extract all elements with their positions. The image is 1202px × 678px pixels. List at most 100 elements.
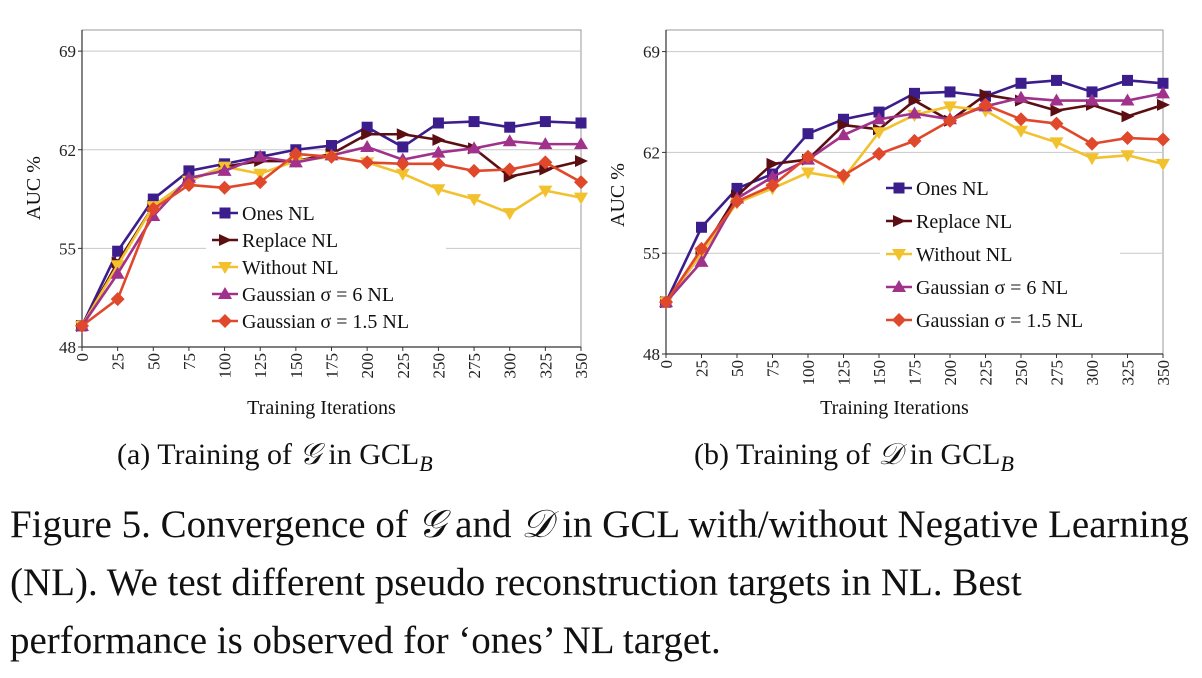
x-tick-label: 250 [1012, 360, 1031, 386]
data-point [1085, 136, 1099, 151]
data-point [979, 88, 993, 101]
legend-item-replace-nl: Replace NL [206, 227, 446, 253]
x-tick-label: 275 [1048, 360, 1067, 386]
legend-item-bg [206, 200, 446, 226]
legend-item-bg [880, 208, 1120, 234]
x-tick-label: 75 [764, 360, 783, 377]
data-point [838, 113, 849, 125]
x-tick-label: 0 [73, 353, 92, 362]
data-point [1120, 93, 1135, 106]
data-point [1085, 153, 1099, 166]
data-point [1049, 93, 1064, 106]
legend-marker [218, 262, 232, 274]
data-point [502, 134, 517, 147]
legend-label: Without NL [916, 244, 1012, 266]
data-point [1015, 77, 1027, 89]
x-tick-label: 350 [572, 353, 591, 379]
subcaption-b: (b) Training of 𝒟 in GCLB [694, 438, 1014, 476]
data-point [1014, 112, 1028, 127]
y-axis-label: AUC % [23, 156, 45, 220]
data-point [181, 170, 196, 183]
data-point [395, 168, 410, 181]
data-point [1122, 74, 1133, 86]
data-point [1157, 77, 1169, 89]
legend-item-gaussian-sigma-6-nl: Gaussian σ = 6 NL [880, 274, 1120, 300]
legend: Ones NL Replace NL Without NL Gaussian σ = … [880, 175, 1120, 333]
data-point [288, 146, 303, 161]
legend-label: Gaussian σ = 6 NL [242, 284, 394, 306]
legend-marker [893, 215, 906, 227]
data-point [659, 295, 673, 310]
data-point [574, 137, 588, 150]
legend-label: Ones NL [242, 203, 315, 225]
data-point [1050, 104, 1064, 117]
series-gaussian-sigma-6-nl [659, 86, 1170, 308]
x-tick-label: 50 [144, 353, 163, 370]
data-point [943, 113, 957, 128]
y-tick-label: 62 [59, 141, 76, 160]
data-point [574, 175, 588, 190]
x-tick-label: 75 [180, 353, 199, 370]
legend: Ones NL Replace NL Without NL Gaussian σ = … [206, 200, 446, 334]
data-point [217, 180, 232, 195]
data-point [110, 260, 125, 273]
data-point [467, 141, 482, 154]
legend-marker [892, 280, 906, 292]
data-point [110, 266, 125, 279]
legend-item-replace-nl: Replace NL [880, 208, 1120, 234]
data-point [538, 155, 553, 170]
legend-item-bg [880, 241, 1120, 267]
legend-label: Gaussian σ = 1.5 NL [242, 311, 409, 333]
x-tick-label: 25 [109, 353, 128, 370]
legend-item-gaussian-sigma-6-nl: Gaussian σ = 6 NL [206, 281, 446, 307]
data-point [909, 87, 920, 99]
x-tick-label: 150 [287, 353, 306, 379]
data-point [110, 292, 125, 307]
data-point [694, 241, 709, 256]
y-tick-label: 55 [59, 239, 76, 258]
data-point [181, 177, 196, 192]
x-tick-label: 225 [977, 360, 996, 386]
x-tick-label: 100 [216, 353, 235, 379]
y-tick-label: 55 [643, 244, 660, 263]
data-point [1014, 90, 1028, 103]
data-point [731, 182, 743, 194]
data-point [872, 146, 886, 161]
data-point [431, 156, 446, 171]
x-axis-label: Training Iterations [820, 397, 969, 419]
data-point [978, 97, 993, 112]
data-point [694, 254, 709, 267]
x-tick-label: 125 [835, 360, 854, 386]
data-point [943, 101, 957, 114]
legend-item-ones-nl: Ones NL [880, 175, 1120, 201]
data-point [1049, 137, 1064, 150]
data-point [397, 141, 409, 153]
y-tick-label: 62 [643, 143, 660, 162]
data-point [217, 163, 232, 176]
data-point [288, 155, 303, 168]
legend-label: Replace NL [916, 211, 1012, 233]
data-point [765, 169, 780, 182]
data-point [361, 128, 375, 141]
series-gaussian-sigma-1-5-nl [75, 146, 588, 333]
series-gaussian-sigma-1-5-nl [659, 97, 1170, 310]
data-point [468, 116, 480, 128]
x-tick-label: 175 [906, 360, 925, 386]
data-point [539, 116, 551, 128]
x-tick-label: 300 [1083, 360, 1102, 386]
data-point [360, 139, 375, 152]
data-point [575, 155, 588, 168]
x-tick-label: 250 [429, 353, 448, 379]
legend-label: Gaussian σ = 1.5 NL [916, 310, 1083, 332]
y-tick-label: 69 [643, 43, 660, 62]
data-point [801, 167, 815, 180]
data-point [908, 94, 922, 107]
data-point [1121, 110, 1135, 123]
y-tick-label: 69 [59, 42, 76, 61]
data-point [730, 194, 744, 209]
data-point [944, 86, 956, 98]
legend-item-bg [206, 308, 446, 334]
legend-label: Ones NL [916, 178, 989, 200]
data-point [147, 193, 159, 205]
y-tick-label: 48 [59, 338, 76, 357]
